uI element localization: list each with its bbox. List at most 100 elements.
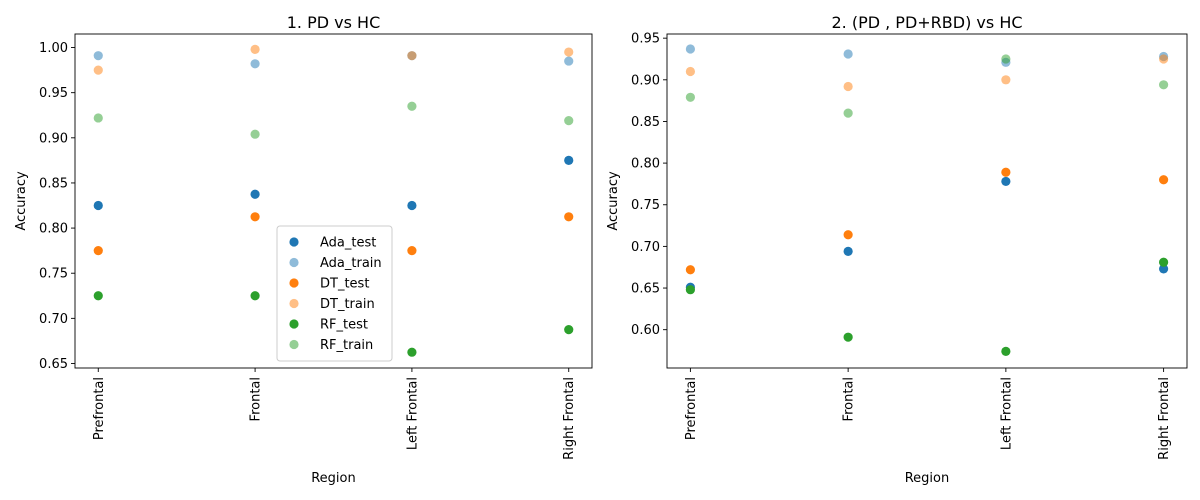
- series-DT_test: [685, 167, 1169, 275]
- legend-entry-label: DT_test: [320, 277, 369, 292]
- data-point-RF_train: [250, 129, 260, 139]
- data-point-Ada_test: [250, 189, 260, 199]
- data-point-Ada_train: [93, 51, 103, 61]
- y-tick-label: 0.95: [631, 32, 660, 47]
- y-tick-label: 1.00: [39, 41, 68, 56]
- y-tick-label: 0.60: [631, 323, 660, 338]
- data-point-RF_train: [843, 108, 853, 118]
- data-point-DT_train: [407, 51, 417, 61]
- data-point-Ada_test: [564, 155, 574, 165]
- data-point-DT_test: [250, 212, 260, 222]
- y-tick-label: 0.80: [39, 222, 68, 237]
- x-tick-label: Prefrontal: [92, 377, 107, 440]
- data-point-Ada_train: [250, 59, 260, 69]
- data-point-DT_test: [93, 246, 103, 256]
- data-point-DT_test: [1159, 175, 1169, 185]
- legend-entry-label: RF_train: [320, 338, 373, 353]
- data-point-DT_test: [407, 246, 417, 256]
- y-tick-label: 0.85: [631, 115, 660, 130]
- y-tick-label: 0.90: [39, 131, 68, 146]
- series-DT_train: [685, 54, 1169, 92]
- data-point-DT_test: [1001, 167, 1011, 177]
- data-point-Ada_test: [1159, 264, 1169, 274]
- data-point-Ada_test: [1001, 176, 1011, 187]
- data-point-Ada_test: [843, 246, 853, 256]
- data-point-DT_train: [1159, 54, 1169, 64]
- legend-entry-label: RF_test: [320, 318, 368, 333]
- x-tick-label: Left Frontal: [405, 377, 420, 450]
- legend-box: [276, 225, 393, 362]
- x-axis-label: Region: [905, 471, 950, 486]
- legend-marker: [289, 237, 299, 247]
- legend-marker: [289, 298, 299, 309]
- series-DT_train: [93, 44, 574, 75]
- series-RF_test: [93, 291, 574, 357]
- data-point-RF_test: [1159, 257, 1169, 267]
- chart-panel-1: 1. PD vs HC 0.65 0.70 0.75 0.80 0.85 0.90 0.95 1…: [14, 13, 593, 486]
- legend-marker: [289, 319, 299, 329]
- y-axis-label: Accuracy: [606, 171, 621, 231]
- legend: Ada_test Ada_train DT_test DT_train RF_test R…: [276, 225, 393, 362]
- data-point-DT_train: [564, 47, 574, 57]
- plot-area-frame: [666, 33, 1188, 369]
- data-point-RF_train: [564, 116, 574, 126]
- chart-title: 1. PD vs HC: [287, 13, 381, 32]
- data-point-DT_train: [250, 44, 260, 54]
- y-tick-label: 0.75: [39, 267, 68, 282]
- y-tick-label: 0.85: [39, 176, 68, 191]
- x-tick-label: Right Frontal: [1157, 377, 1172, 460]
- data-point-Ada_test: [93, 200, 103, 211]
- series-Ada_test: [93, 155, 574, 211]
- data-point-RF_test: [564, 325, 574, 335]
- series-RF_train: [685, 54, 1169, 118]
- data-point-Ada_train: [564, 56, 574, 66]
- legend-marker: [289, 339, 299, 350]
- y-tick-label: 0.70: [39, 312, 68, 327]
- data-point-Ada_test: [407, 200, 417, 211]
- data-point-RF_train: [93, 113, 103, 123]
- y-axis-label: Accuracy: [14, 171, 29, 231]
- data-point-DT_test: [564, 212, 574, 222]
- data-point-DT_train: [843, 81, 853, 92]
- series-DT_test: [93, 212, 574, 256]
- data-point-RF_test: [843, 332, 853, 342]
- y-tick-label: 0.70: [631, 240, 660, 255]
- data-point-RF_train: [685, 92, 696, 102]
- data-point-RF_test: [93, 291, 103, 301]
- data-point-DT_train: [93, 65, 103, 75]
- data-point-Ada_train: [685, 44, 696, 54]
- legend-entry-label: Ada_train: [320, 256, 382, 271]
- data-point-RF_train: [1001, 54, 1011, 64]
- data-point-RF_test: [407, 347, 417, 357]
- data-point-DT_train: [685, 66, 696, 77]
- series-RF_train: [93, 101, 574, 139]
- data-point-DT_train: [1001, 75, 1011, 85]
- x-tick-label: Frontal: [842, 377, 857, 421]
- data-point-Ada_train: [843, 49, 853, 59]
- x-tick-label: Right Frontal: [562, 377, 577, 460]
- series-RF_test: [685, 257, 1169, 356]
- legend-marker: [289, 257, 299, 268]
- x-tick-label: Left Frontal: [999, 377, 1014, 450]
- plot-area-frame: [74, 33, 593, 369]
- y-tick-label: 0.75: [631, 198, 660, 213]
- y-tick-label: 0.65: [39, 357, 68, 372]
- legend-entry-label: DT_train: [320, 297, 375, 312]
- y-tick-label: 0.80: [631, 157, 660, 172]
- y-tick-label: 0.90: [631, 73, 660, 88]
- chart-panel-2: 2. (PD , PD+RBD) vs HC 0.60 0.65 0.70 0.75 0.…: [606, 13, 1188, 486]
- x-tick-label: Prefrontal: [684, 377, 699, 440]
- data-point-RF_test: [685, 285, 696, 295]
- data-point-RF_train: [407, 101, 417, 111]
- chart-title: 2. (PD , PD+RBD) vs HC: [831, 13, 1022, 32]
- data-point-RF_test: [1001, 346, 1011, 356]
- data-point-DT_test: [685, 265, 696, 275]
- x-tick-label: Frontal: [249, 377, 264, 421]
- data-point-RF_test: [250, 291, 260, 301]
- legend-entry-label: Ada_test: [320, 236, 376, 251]
- y-tick-label: 0.65: [631, 282, 660, 297]
- legend-marker: [289, 278, 299, 288]
- data-point-DT_test: [843, 230, 853, 240]
